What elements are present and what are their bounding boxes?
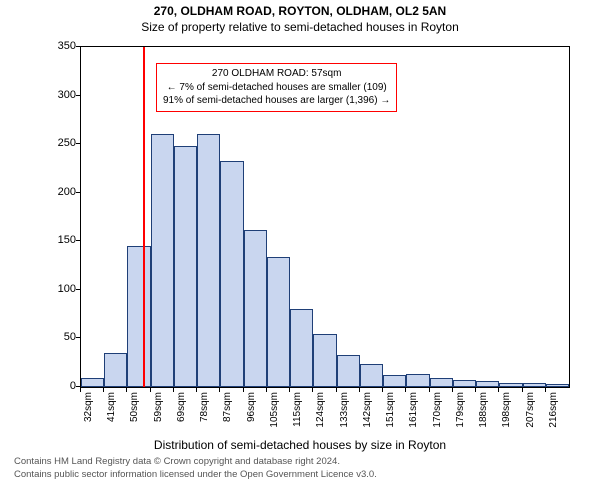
x-axis-label: Distribution of semi-detached houses by … — [0, 438, 600, 452]
x-tick-label: 198sqm — [501, 392, 512, 428]
histogram-bar — [174, 146, 197, 387]
footer-line-1: Contains HM Land Registry data © Crown c… — [14, 456, 586, 469]
x-tick-label: 133sqm — [339, 392, 350, 428]
plot-region: 270 OLDHAM ROAD: 57sqm← 7% of semi-detac… — [80, 46, 570, 388]
histogram-bar — [499, 383, 522, 387]
x-tick-label: 179sqm — [455, 392, 466, 428]
x-tick-label: 78sqm — [199, 392, 210, 422]
histogram-bar — [453, 380, 476, 387]
chart-supertitle: 270, OLDHAM ROAD, ROYTON, OLDHAM, OL2 5A… — [0, 4, 600, 18]
histogram-bar — [383, 375, 406, 387]
x-tick-label: 207sqm — [525, 392, 536, 428]
histogram-bar — [104, 353, 127, 387]
histogram-bar — [546, 384, 569, 387]
x-tick-label: 170sqm — [432, 392, 443, 428]
x-tick-label: 32sqm — [83, 392, 94, 422]
y-tick-label: 300 — [40, 89, 76, 101]
footer-line-2: Contains public sector information licen… — [14, 469, 586, 482]
chart-area: Number of semi-detached properties 270 O… — [20, 36, 580, 434]
histogram-bar — [523, 383, 546, 387]
y-tick-label: 350 — [40, 40, 76, 52]
x-tick-label: 41sqm — [106, 392, 117, 422]
histogram-bar — [360, 364, 383, 387]
histogram-bar — [290, 309, 313, 387]
x-tick-label: 161sqm — [408, 392, 419, 428]
histogram-bar — [337, 355, 360, 387]
annotation-line2: ← 7% of semi-detached houses are smaller… — [163, 81, 390, 95]
y-tick-label: 250 — [40, 137, 76, 149]
histogram-bar — [220, 161, 243, 387]
x-tick-label: 50sqm — [129, 392, 140, 422]
x-tick-label: 188sqm — [478, 392, 489, 428]
histogram-bar — [151, 134, 174, 387]
footer-attribution: Contains HM Land Registry data © Crown c… — [0, 452, 600, 482]
annotation-line1: 270 OLDHAM ROAD: 57sqm — [163, 67, 390, 81]
x-tick-label: 151sqm — [385, 392, 396, 428]
x-tick-label: 96sqm — [246, 392, 257, 422]
property-marker-line — [143, 47, 145, 387]
y-tick-label: 150 — [40, 234, 76, 246]
histogram-bar — [267, 257, 290, 387]
annotation-box: 270 OLDHAM ROAD: 57sqm← 7% of semi-detac… — [156, 63, 397, 112]
histogram-bar — [313, 334, 336, 387]
x-tick-label: 105sqm — [269, 392, 280, 428]
histogram-bar — [81, 378, 104, 387]
y-tick-label: 0 — [40, 380, 76, 392]
x-tick-label: 69sqm — [176, 392, 187, 422]
x-tick-label: 124sqm — [315, 392, 326, 428]
annotation-line3: 91% of semi-detached houses are larger (… — [163, 94, 390, 108]
x-tick-label: 59sqm — [153, 392, 164, 422]
histogram-bar — [244, 230, 267, 387]
y-tick-label: 50 — [40, 331, 76, 343]
chart-title: Size of property relative to semi-detach… — [0, 20, 600, 34]
histogram-bar — [127, 246, 150, 387]
x-tick-label: 115sqm — [292, 392, 303, 427]
histogram-bar — [430, 378, 453, 387]
histogram-bar — [476, 381, 499, 387]
histogram-bar — [197, 134, 220, 387]
x-tick-label: 87sqm — [222, 392, 233, 422]
y-tick-label: 200 — [40, 186, 76, 198]
y-tick-label: 100 — [40, 283, 76, 295]
x-tick-label: 216sqm — [548, 392, 559, 428]
histogram-bar — [406, 374, 429, 387]
x-tick-label: 142sqm — [362, 392, 373, 428]
